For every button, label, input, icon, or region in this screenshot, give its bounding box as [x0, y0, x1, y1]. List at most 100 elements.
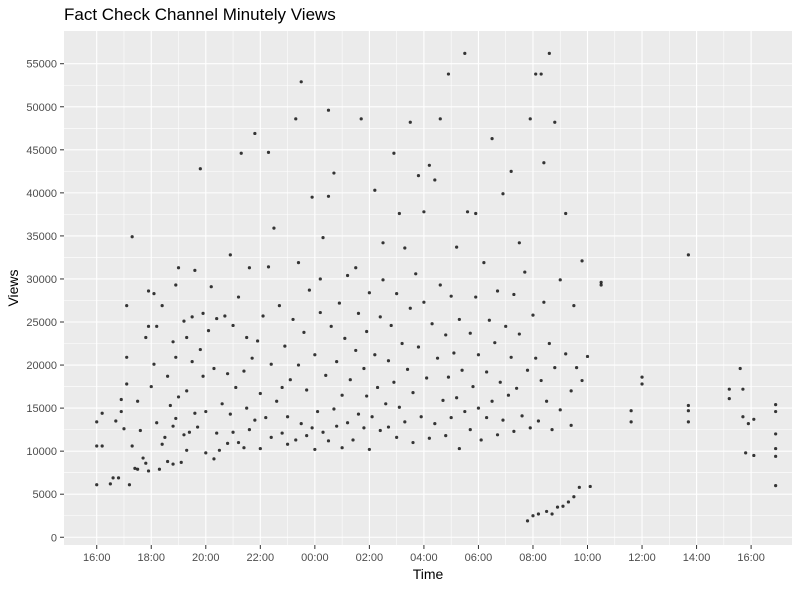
data-point: [558, 278, 562, 282]
data-point: [471, 384, 475, 389]
data-point: [182, 433, 186, 437]
data-point: [212, 366, 216, 371]
data-point: [455, 245, 459, 249]
data-point: [174, 416, 178, 421]
data-point: [100, 411, 104, 415]
data-point: [285, 415, 290, 419]
data-point: [201, 374, 205, 378]
data-point: [536, 419, 541, 423]
data-point: [517, 241, 521, 245]
data-point: [362, 366, 366, 371]
data-point: [531, 514, 535, 518]
data-point: [545, 399, 549, 403]
data-point: [166, 374, 170, 378]
data-point: [487, 318, 491, 322]
data-point: [686, 403, 690, 408]
data-point: [157, 467, 162, 471]
data-point: [174, 355, 178, 359]
data-point: [345, 273, 350, 278]
data-point: [318, 277, 322, 281]
data-point: [100, 444, 104, 448]
data-point: [774, 446, 778, 451]
data-point: [419, 415, 423, 419]
data-point: [495, 433, 500, 437]
data-point: [228, 253, 232, 257]
data-point: [400, 341, 404, 346]
data-point: [588, 484, 592, 489]
data-point: [438, 283, 442, 287]
data-point: [422, 300, 426, 304]
data-point: [389, 323, 393, 328]
x-tick-label: 18:00: [137, 552, 165, 564]
data-point: [528, 426, 532, 430]
data-point: [468, 331, 472, 335]
data-point: [318, 310, 322, 315]
data-point: [446, 72, 451, 76]
data-point: [547, 341, 551, 346]
y-axis-title: Views: [5, 269, 21, 306]
data-point: [296, 261, 301, 265]
data-point: [302, 330, 306, 334]
data-point: [542, 300, 546, 304]
data-point: [321, 430, 325, 434]
data-point: [509, 169, 513, 173]
data-point: [171, 424, 175, 428]
data-point: [114, 419, 118, 423]
y-tick-label: 5000: [33, 489, 57, 501]
data-point: [280, 431, 284, 435]
data-point: [550, 428, 554, 432]
data-point: [512, 292, 516, 297]
data-point: [122, 427, 126, 431]
data-point: [569, 423, 573, 427]
data-point: [234, 385, 238, 390]
y-tick-label: 0: [51, 532, 57, 544]
data-point: [384, 402, 388, 406]
data-point: [326, 108, 331, 112]
y-tick-label: 20000: [26, 360, 57, 372]
data-point: [185, 335, 189, 340]
data-point: [108, 482, 112, 486]
data-point: [253, 418, 257, 422]
data-point: [490, 137, 494, 141]
data-point: [528, 117, 532, 121]
data-point: [397, 405, 401, 409]
data-point: [204, 451, 208, 455]
data-point: [190, 360, 194, 364]
data-point: [130, 444, 134, 448]
data-point: [370, 415, 374, 419]
data-point: [525, 368, 530, 372]
data-point: [345, 421, 350, 425]
data-point: [378, 315, 382, 319]
data-point: [130, 235, 134, 239]
data-point: [640, 375, 644, 379]
data-point: [490, 399, 494, 403]
data-point: [155, 421, 159, 425]
data-point: [264, 415, 268, 420]
data-point: [116, 476, 121, 480]
data-point: [686, 420, 690, 424]
data-point: [520, 414, 524, 418]
data-point: [136, 467, 140, 471]
data-point: [553, 366, 557, 370]
data-point: [479, 438, 483, 442]
data-point: [362, 426, 366, 430]
data-point: [482, 261, 486, 265]
data-point: [193, 268, 197, 272]
y-tick-label: 10000: [26, 446, 57, 458]
data-point: [553, 120, 557, 124]
data-point: [291, 317, 295, 322]
data-point: [373, 188, 377, 192]
data-point: [408, 120, 412, 124]
data-point: [193, 411, 197, 415]
data-point: [245, 335, 249, 340]
data-point: [539, 72, 543, 76]
data-point: [577, 485, 581, 489]
data-point: [509, 355, 513, 359]
data-point: [294, 438, 298, 442]
data-point: [727, 387, 731, 391]
data-point: [258, 446, 262, 451]
data-point: [95, 444, 99, 448]
data-point: [220, 402, 224, 406]
data-point: [321, 236, 325, 240]
